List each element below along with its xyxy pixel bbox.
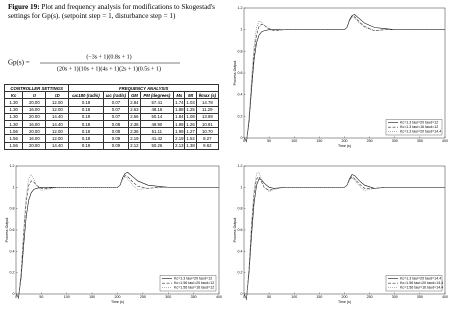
legend-label: Kc=1.3 taui=16 taud=12: [400, 125, 438, 129]
legend-box: [385, 119, 443, 136]
y-tick-label: 0: [241, 292, 243, 296]
legend-label: Kc=1.56 taui=20 taud=12: [174, 281, 214, 285]
legend-label: Kc=1.3 taui=20 taud=14.4: [400, 277, 441, 281]
y-tick-label: 1.2: [238, 164, 243, 168]
y-tick-label: 0: [13, 292, 15, 296]
equation-numerator: (−3s + 1)(0.8s + 1): [86, 53, 131, 60]
y-tick-label: 1: [241, 28, 243, 32]
x-tick-label: 50: [39, 295, 43, 299]
y-axis-label: Process Output: [233, 218, 237, 243]
x-tick-label: 150: [89, 295, 95, 299]
x-tick-label: 50: [267, 139, 271, 143]
x-tick-label: 400: [442, 295, 448, 299]
table-cell: 1.56: [3, 141, 24, 150]
x-tick-label: 0: [15, 295, 17, 299]
y-axis-label: Process Output: [233, 61, 237, 86]
x-tick-label: 400: [442, 139, 448, 143]
y-tick-label: 1.2: [238, 6, 243, 10]
y-tick-label: 0.6: [238, 228, 243, 232]
x-axis-label: Time (s): [338, 144, 351, 148]
x-tick-label: 300: [392, 139, 398, 143]
x-tick-label: 100: [291, 139, 297, 143]
table-cell: 1.38: [184, 141, 197, 150]
caption-label: Figure 19:: [8, 3, 40, 11]
series-line: [15, 173, 219, 300]
y-tick-label: 0.6: [238, 71, 243, 75]
y-tick-label: 0.2: [238, 114, 243, 118]
x-tick-label: 400: [216, 295, 222, 299]
x-tick-label: 350: [417, 295, 423, 299]
series-line: [243, 176, 445, 301]
legend-box: [385, 275, 443, 292]
x-tick-label: 200: [342, 139, 348, 143]
series-line: [243, 16, 445, 144]
x-tick-label: 0: [243, 139, 245, 143]
y-tick-label: 0.4: [10, 249, 15, 253]
y-tick-label: 0: [241, 136, 243, 140]
x-tick-label: 250: [367, 139, 373, 143]
plot-frame: [243, 165, 446, 295]
series-line: [243, 171, 445, 301]
legend-box: [159, 275, 217, 292]
x-tick-label: 250: [140, 295, 146, 299]
x-tick-label: 100: [64, 295, 70, 299]
legend-label: Kc=1.56 taui=16 taud=12: [174, 286, 214, 290]
y-tick-label: 0.8: [238, 207, 243, 211]
y-axis-label: Process Output: [5, 218, 9, 243]
x-tick-label: 300: [165, 295, 171, 299]
x-tick-label: 150: [316, 295, 322, 299]
table-cell: 9.62: [195, 141, 220, 150]
plot-frame: [243, 7, 446, 139]
series-line: [15, 175, 219, 300]
x-axis-label: Time (s): [338, 300, 351, 304]
equation-lhs: Gp(s) =: [8, 59, 30, 67]
y-tick-label: 0.4: [238, 249, 243, 253]
equation: Gp(s) = (−3s + 1)(0.8s + 1) (20s + 1)(10…: [8, 53, 180, 72]
settings-table: CONTROLLER SETTINGS FREQUENCY ANALYSIS Kc…: [3, 83, 220, 150]
legend-label: Kc=1.3 taui=20 taud=14.4: [400, 130, 441, 134]
legend-label: Kc=1.56 taui=16 taud=14.4: [400, 286, 443, 290]
caption: Figure 19: Plot and frequency analysis f…: [8, 3, 218, 20]
legend-label: Kc=1.3 taui=20 taud=12: [174, 277, 212, 281]
y-tick-label: 1.2: [10, 164, 15, 168]
y-tick-label: 0.2: [10, 271, 15, 275]
y-tick-label: 0.6: [10, 228, 15, 232]
x-tick-label: 100: [291, 295, 297, 299]
x-axis-label: Time (s): [111, 300, 124, 304]
x-tick-label: 200: [342, 295, 348, 299]
x-tick-label: 200: [115, 295, 121, 299]
x-tick-label: 300: [392, 295, 398, 299]
x-tick-label: 350: [417, 139, 423, 143]
x-tick-label: 250: [367, 295, 373, 299]
x-tick-label: 50: [267, 295, 271, 299]
table-cell: 2.12: [128, 141, 141, 150]
y-tick-label: 1: [13, 185, 15, 189]
plot-frame: [15, 165, 220, 295]
legend-label: Kc=1.3 taui=20 taud=12: [400, 121, 438, 125]
x-tick-label: 0: [243, 295, 245, 299]
y-tick-label: 0.8: [10, 207, 15, 211]
legend-label: Kc=1.56 taui=20 taud=14.4: [400, 281, 443, 285]
x-tick-label: 150: [316, 139, 322, 143]
y-tick-label: 1: [241, 185, 243, 189]
equation-denominator: (20s + 1)(10s + 1)(4s + 1)(2s + 1)(0.5s …: [57, 65, 161, 72]
x-tick-label: 350: [191, 295, 197, 299]
table-cell: 0.19: [68, 141, 104, 150]
series-line: [243, 16, 445, 143]
y-tick-label: 0.2: [238, 271, 243, 275]
caption-text: Plot and frequency analysis for modifica…: [8, 3, 215, 20]
y-tick-label: 0.8: [238, 49, 243, 53]
y-tick-label: 0.4: [238, 93, 243, 97]
series-line: [15, 172, 219, 298]
